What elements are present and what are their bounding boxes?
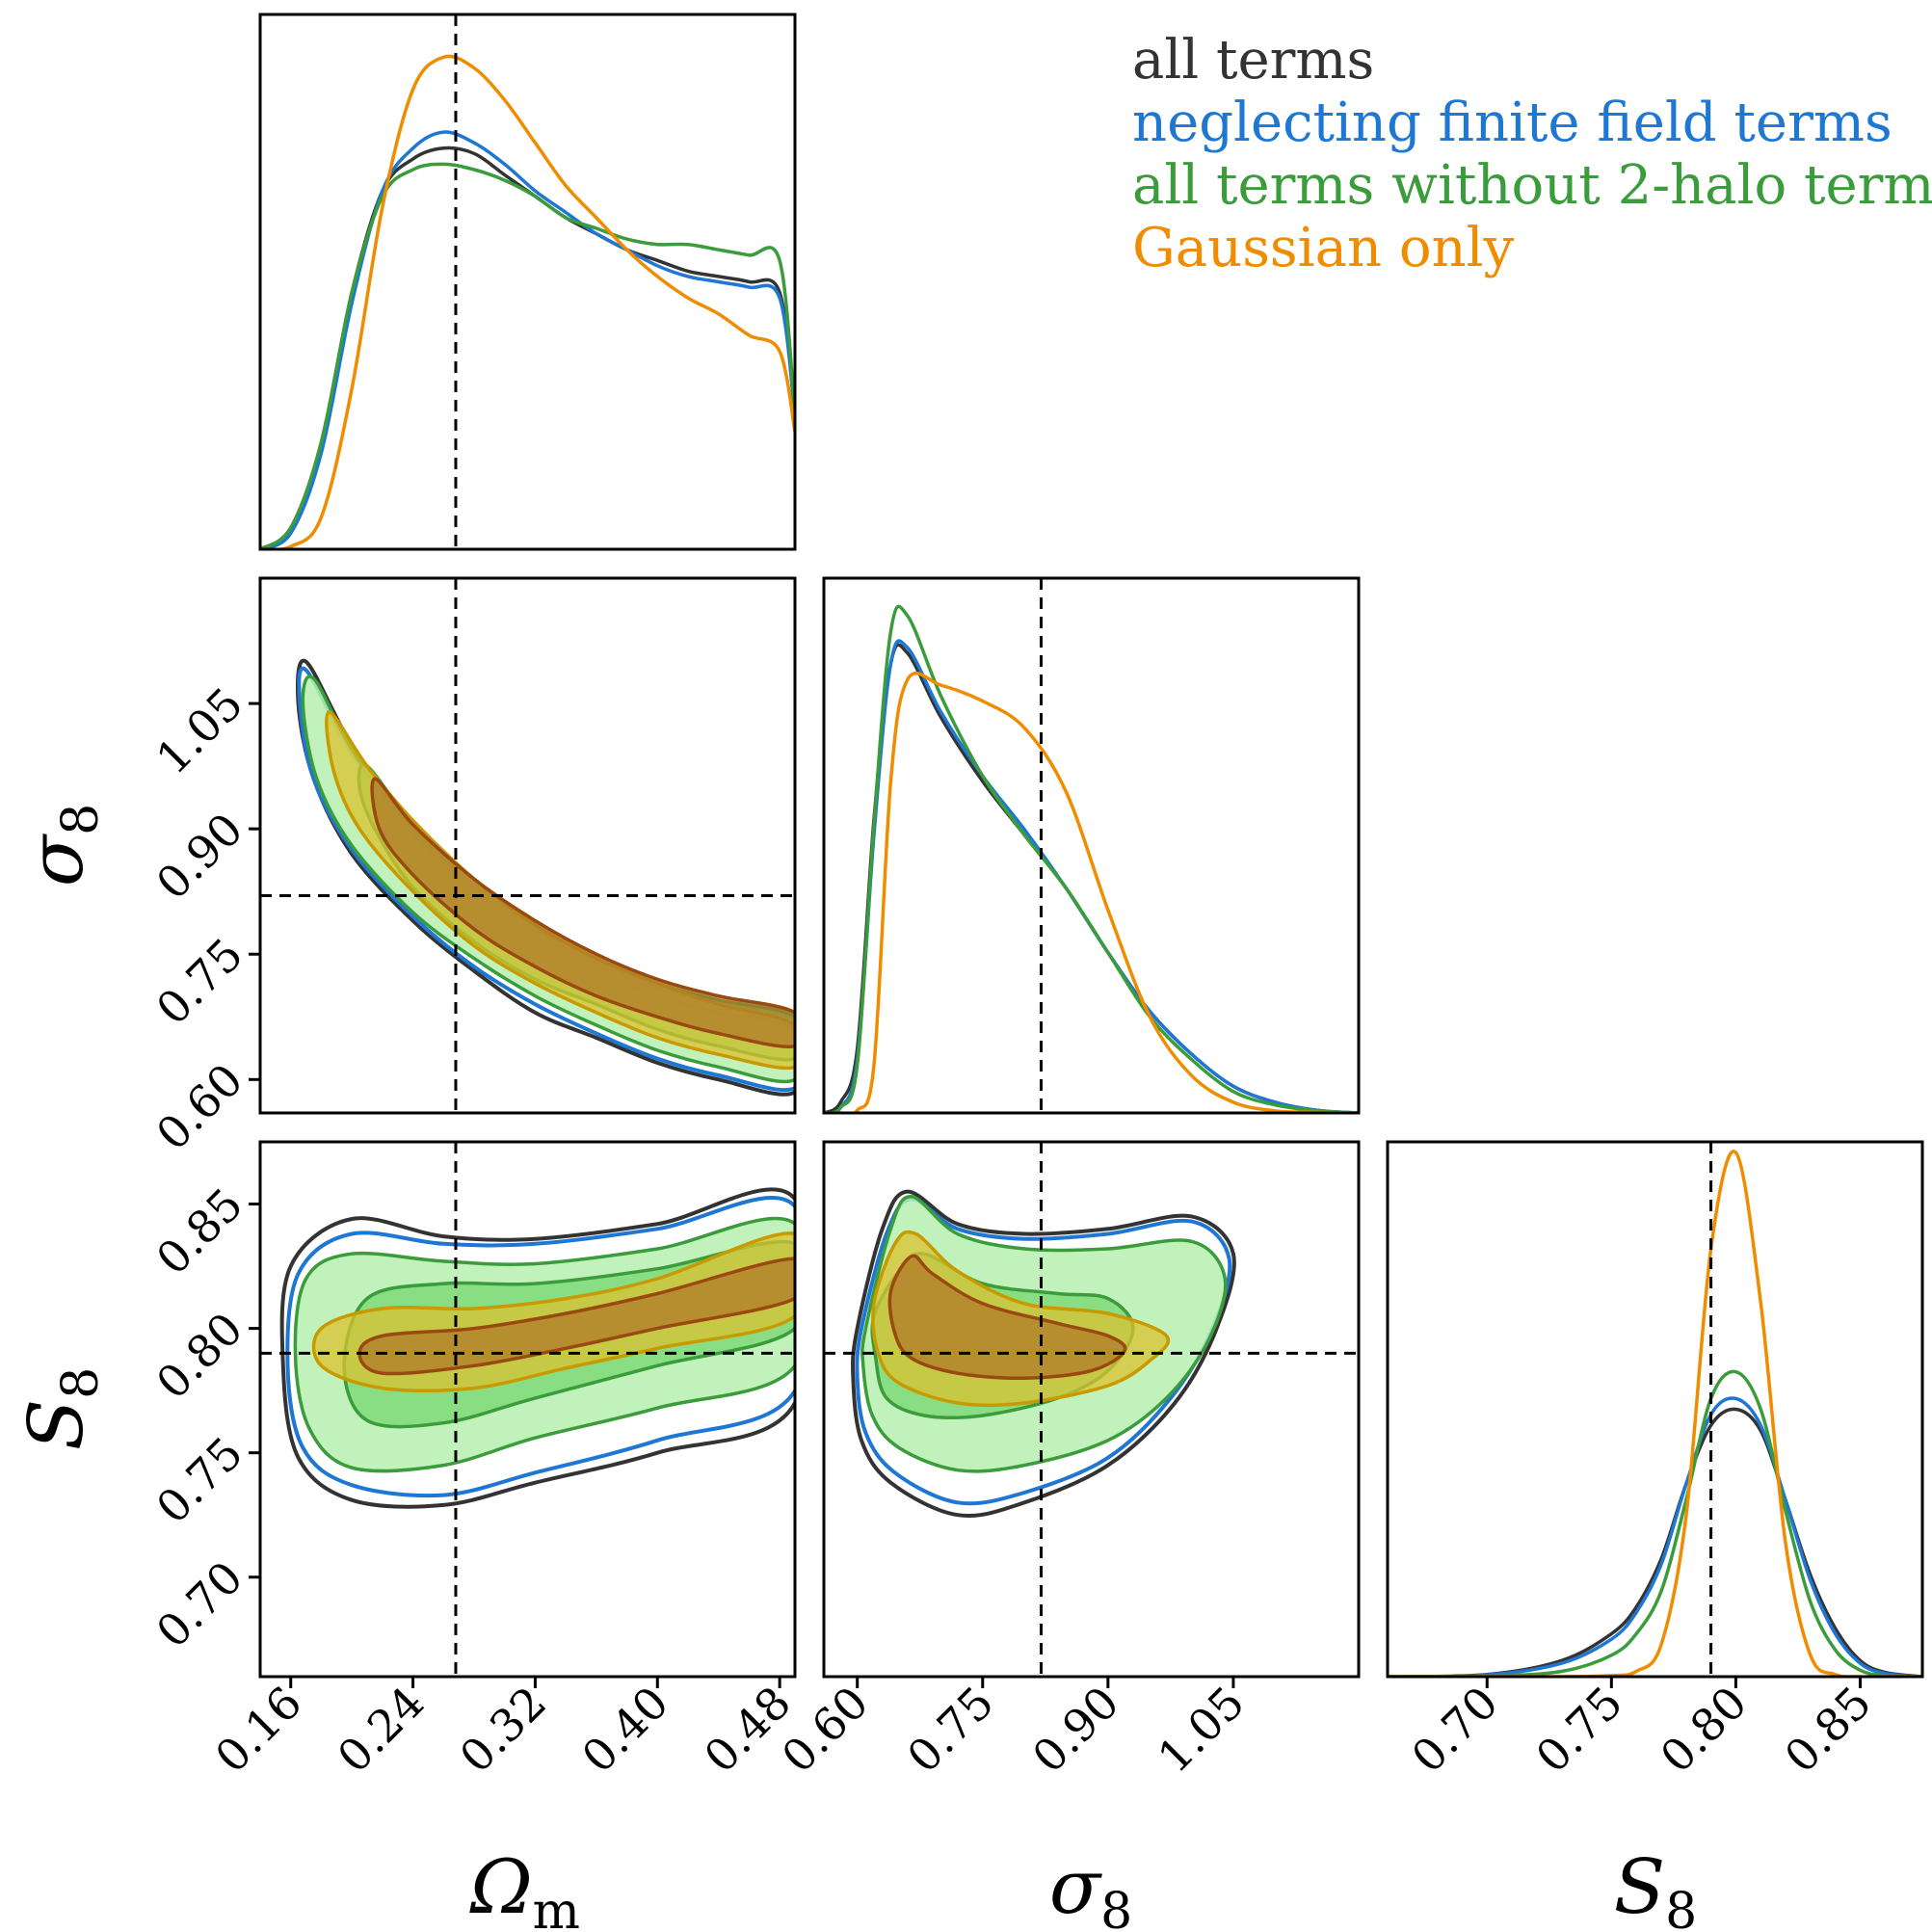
xlabel-sigma8: σ8 xyxy=(1049,1844,1132,1932)
contour-yellow-om_S8-1 xyxy=(357,1257,795,1376)
ytick-label-S8-0: 0.70 xyxy=(146,1551,253,1658)
legend-entry-neglecting-finite-field: neglecting finite field terms xyxy=(1132,92,1892,154)
ytick-label-s8-0: 0.60 xyxy=(146,1053,253,1160)
xtick-label-om-1: 0.24 xyxy=(328,1677,435,1784)
xtick-label-om-4: 0.48 xyxy=(694,1677,801,1784)
ylabel-sigma8: σ8 xyxy=(13,804,110,887)
legend-entry-all-terms: all terms xyxy=(1132,29,1375,92)
xtick-label-s8-3: 1.05 xyxy=(1148,1677,1255,1784)
contour-outer-om_S8-0 xyxy=(279,1187,795,1509)
panel-om_s8 xyxy=(295,658,795,1097)
marginal-curve-s8-2 xyxy=(824,604,1359,1113)
legend: all terms neglecting finite field terms … xyxy=(1132,29,1932,279)
panel-s8_S8 xyxy=(851,1189,1236,1518)
panel-frame-1-1 xyxy=(822,576,1361,1115)
xtick-label-S8-1: 0.75 xyxy=(1525,1677,1632,1784)
marginal-curve-om-2 xyxy=(260,162,795,549)
marginal-curve-S8-0 xyxy=(1388,1407,1922,1677)
ytick-label-s8-1: 0.75 xyxy=(146,928,253,1035)
xtick-label-S8-3: 0.85 xyxy=(1775,1677,1882,1784)
xtick-label-om-3: 0.40 xyxy=(571,1677,678,1784)
ylabel-S8: S8 xyxy=(13,1367,110,1451)
panel-frame-1-2 xyxy=(822,1140,1361,1679)
marginal-curve-s8-0 xyxy=(824,643,1359,1113)
ytick-label-s8-3: 1.05 xyxy=(146,677,253,784)
ytick-label-S8-1: 0.75 xyxy=(146,1427,253,1534)
marginal-curve-S8-2 xyxy=(1388,1369,1922,1677)
panel-om_S8 xyxy=(279,1187,795,1509)
panel-frame-0-2 xyxy=(258,1140,797,1679)
xlabel-omega-m: Ωm xyxy=(469,1844,580,1932)
marginal-om xyxy=(260,54,795,549)
legend-entry-without-2-halo: all terms without 2-halo term xyxy=(1132,154,1932,217)
xlabel-S8: S8 xyxy=(1614,1844,1698,1932)
panel-frame-2-2 xyxy=(1386,1140,1924,1679)
ytick-label-s8-2: 0.90 xyxy=(146,803,253,910)
legend-entry-gaussian-only: Gaussian only xyxy=(1132,217,1515,279)
marginal-curve-s8-1 xyxy=(824,639,1359,1113)
xtick-label-s8-0: 0.60 xyxy=(772,1677,879,1784)
xtick-label-om-0: 0.16 xyxy=(205,1677,312,1784)
xtick-label-s8-1: 0.75 xyxy=(897,1677,1004,1784)
contour-outer-om_S8-1 xyxy=(285,1196,795,1498)
marginal-curve-om-1 xyxy=(260,130,795,549)
ytick-label-S8-2: 0.80 xyxy=(146,1303,253,1410)
marginal-curve-s8-3 xyxy=(824,672,1359,1113)
marginal-curve-om-3 xyxy=(260,54,795,549)
marginal-curve-S8-1 xyxy=(1388,1396,1922,1677)
xtick-label-S8-2: 0.80 xyxy=(1651,1677,1758,1784)
marginal-s8 xyxy=(824,604,1359,1113)
panel-frame-0-1 xyxy=(258,576,797,1115)
marginal-S8 xyxy=(1388,1150,1922,1677)
contour-outer-s8_S8-0 xyxy=(851,1189,1236,1518)
panel-frame-0-0 xyxy=(258,13,797,551)
ytick-label-S8-3: 0.85 xyxy=(146,1178,253,1285)
contour-yellow-s8_S8-1 xyxy=(887,1254,1127,1381)
xtick-label-s8-2: 0.90 xyxy=(1022,1677,1129,1784)
marginal-curve-S8-3 xyxy=(1388,1150,1922,1677)
xtick-label-S8-0: 0.70 xyxy=(1401,1677,1508,1784)
xtick-label-om-2: 0.32 xyxy=(450,1677,557,1784)
